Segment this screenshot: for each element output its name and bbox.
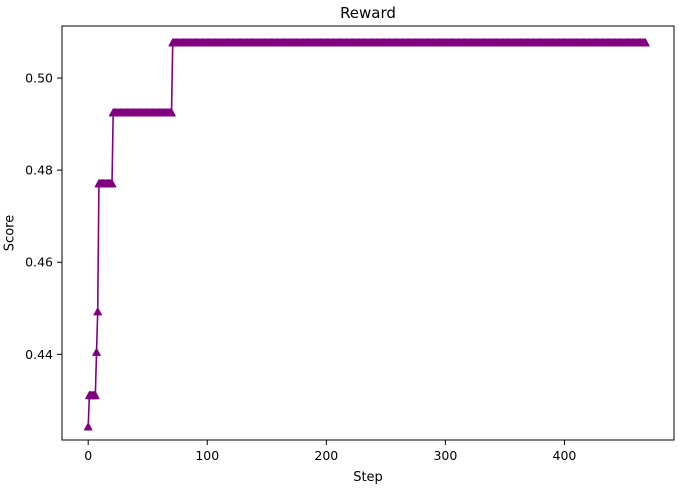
plot-content	[83, 37, 651, 431]
x-tick-label: 100	[195, 448, 219, 463]
y-axis-label: Score	[3, 215, 18, 251]
series-markers	[83, 37, 651, 431]
chart-title: Reward	[340, 4, 396, 22]
y-tick-label: 0.48	[25, 163, 53, 178]
x-tick-label: 0	[84, 448, 92, 463]
data-point	[91, 347, 102, 356]
plot-frame	[61, 25, 675, 441]
data-point	[93, 306, 103, 316]
y-tick-label: 0.44	[25, 347, 53, 362]
x-axis-label: Step	[353, 470, 383, 485]
x-tick-label: 300	[433, 448, 457, 463]
data-point	[166, 107, 177, 117]
axes: 0 100 200 300 400 0.44 0.46 0.48 0.50	[25, 25, 675, 463]
series-line	[87, 41, 646, 427]
data-point	[90, 390, 100, 400]
data-point	[83, 421, 93, 431]
data-point	[640, 37, 651, 47]
y-tick-label: 0.46	[25, 255, 53, 270]
x-tick-label: 200	[314, 448, 338, 463]
x-tick-label: 400	[553, 448, 577, 463]
data-point	[107, 178, 117, 188]
y-tick-label: 0.50	[25, 71, 53, 86]
